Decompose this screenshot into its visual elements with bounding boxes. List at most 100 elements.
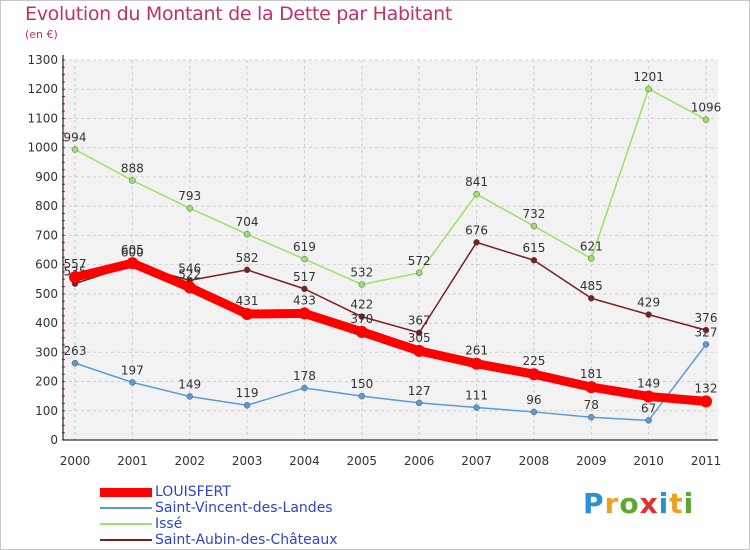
series-line	[70, 258, 711, 406]
data-label: 111	[465, 389, 488, 403]
data-label: 572	[408, 254, 431, 268]
legend-label: Issé	[155, 516, 183, 532]
x-tick-label: 2011	[691, 454, 722, 468]
data-point	[129, 379, 136, 386]
y-tick-label: 1300	[27, 53, 58, 67]
legend-item: Issé	[100, 516, 182, 532]
data-label: 367	[408, 314, 431, 328]
data-point	[358, 392, 366, 400]
data-label: 422	[350, 298, 373, 312]
data-label: 149	[637, 376, 660, 390]
y-tick-label: 800	[35, 199, 58, 213]
logo-letter: x	[639, 487, 659, 520]
x-tick-label: 2001	[117, 454, 148, 468]
data-point	[645, 85, 652, 93]
y-tick-label: 900	[35, 170, 58, 184]
data-point	[243, 230, 251, 238]
data-label: 197	[121, 363, 144, 377]
data-label: 376	[695, 311, 718, 325]
data-point	[415, 399, 423, 407]
data-point	[243, 266, 251, 274]
data-label: 119	[236, 386, 259, 400]
y-tick-label: 1000	[27, 141, 58, 155]
data-point	[241, 308, 254, 321]
data-label: 546	[178, 261, 201, 275]
data-point	[355, 325, 368, 338]
data-point	[243, 401, 251, 409]
data-point	[415, 269, 423, 277]
legend-label: Saint-Vincent-des-Landes	[155, 500, 333, 516]
legend-swatch	[100, 523, 152, 525]
y-tick-label: 700	[35, 228, 58, 242]
data-point	[473, 190, 480, 198]
logo-letter: r	[604, 487, 620, 520]
logo-letter: i	[683, 487, 695, 520]
data-label: 429	[637, 296, 660, 310]
data-label: 557	[64, 257, 87, 271]
data-label: 149	[178, 377, 201, 391]
legend-item: Saint-Aubin-des-Châteaux	[100, 532, 338, 548]
data-label: 485	[580, 279, 603, 293]
data-point	[588, 413, 595, 421]
data-label: 370	[350, 312, 373, 326]
logo-letter: P	[583, 487, 605, 520]
series-line	[74, 343, 707, 422]
data-point	[470, 357, 483, 370]
logo-letter: o	[619, 487, 640, 520]
legend-swatch	[100, 507, 152, 509]
data-point	[530, 222, 538, 230]
x-tick-label: 2006	[404, 454, 435, 468]
series-line	[74, 241, 707, 334]
data-label: 178	[293, 369, 316, 383]
logo-letter: i	[658, 487, 670, 520]
proxiti-logo: Proxiti	[583, 487, 694, 520]
y-tick-label: 600	[35, 258, 58, 272]
x-tick-label: 2009	[576, 454, 607, 468]
data-label: 888	[121, 161, 144, 175]
y-tick-label: 200	[35, 375, 58, 389]
x-tick-label: 2004	[289, 454, 320, 468]
chart-title: Evolution du Montant de la Dette par Hab…	[25, 3, 453, 25]
legend-label: Saint-Aubin-des-Châteaux	[155, 532, 338, 548]
data-label: 433	[293, 293, 316, 307]
data-point	[473, 404, 480, 411]
data-label: 793	[178, 189, 201, 203]
data-point	[530, 408, 538, 416]
data-label: 841	[465, 175, 488, 189]
data-point	[126, 257, 139, 270]
logo-letter: t	[669, 487, 684, 520]
data-point	[588, 294, 595, 302]
data-point	[301, 384, 308, 392]
data-label: 600	[121, 246, 144, 260]
y-tick-label: 300	[35, 345, 58, 359]
data-point	[530, 256, 538, 264]
data-point	[358, 281, 366, 288]
data-label: 621	[580, 239, 603, 253]
data-label: 582	[236, 251, 259, 265]
data-point	[301, 285, 308, 293]
data-point	[585, 381, 598, 394]
data-label: 263	[64, 344, 87, 358]
data-point	[298, 307, 311, 320]
data-label: 704	[236, 215, 259, 229]
y-tick-label: 1100	[27, 111, 58, 125]
data-point	[183, 281, 196, 294]
data-label: 532	[350, 265, 373, 279]
legend-swatch	[100, 487, 152, 497]
data-point	[71, 146, 79, 153]
data-point	[415, 329, 423, 336]
data-label: 305	[408, 331, 431, 345]
chart-subtitle: (en €)	[25, 28, 58, 41]
x-tick-label: 2000	[60, 454, 91, 468]
x-tick-label: 2007	[461, 454, 492, 468]
y-tick-label: 0	[50, 433, 58, 447]
plot-background	[63, 60, 718, 440]
data-label: 522	[178, 267, 201, 281]
series-line	[74, 88, 707, 286]
x-tick-label: 2005	[347, 454, 378, 468]
data-point	[413, 344, 426, 357]
data-label: 127	[408, 384, 431, 398]
data-point	[588, 255, 595, 262]
data-label: 431	[236, 294, 259, 308]
